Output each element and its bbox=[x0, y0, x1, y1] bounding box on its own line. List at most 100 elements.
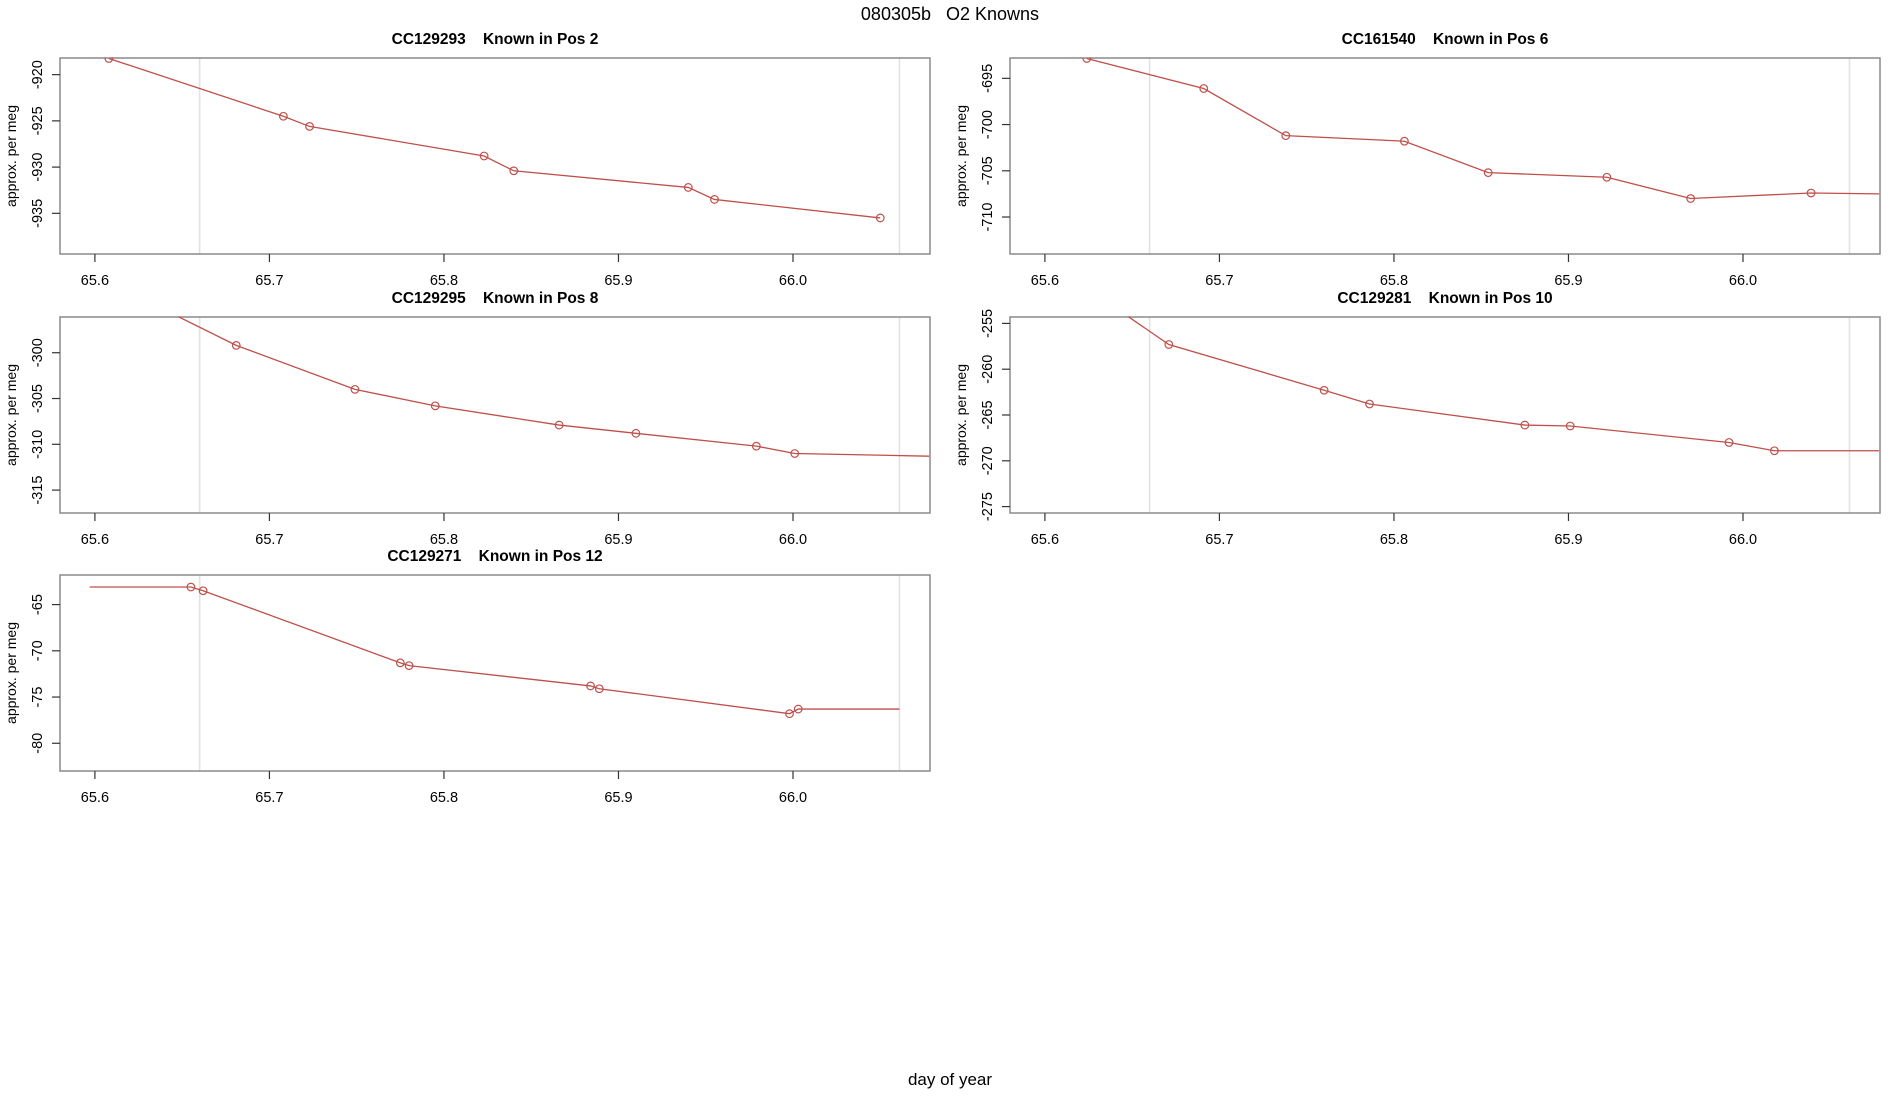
x-tick-label: 66.0 bbox=[1729, 273, 1757, 289]
data-point-marker bbox=[231, 340, 241, 350]
chart-panel-cc161540-pos6: CC161540 Known in Pos 6 65.6 65.7 65.8 65.9… bbox=[950, 25, 1900, 293]
y-tick-label: -705 bbox=[980, 156, 996, 185]
chart-panel-cc129281-pos10: CC129281 Known in Pos 10 65.6 65.7 65.8 65.… bbox=[950, 284, 1900, 552]
x-tick-label: 65.9 bbox=[604, 273, 632, 289]
plot-box bbox=[1009, 316, 1881, 514]
data-point-marker bbox=[793, 704, 803, 714]
y-tick-label: -80 bbox=[30, 733, 46, 754]
x-tick-label: 65.8 bbox=[1380, 273, 1408, 289]
x-tick-label: 65.8 bbox=[430, 273, 458, 289]
chart-title: CC161540 Known in Pos 6 bbox=[1341, 31, 1549, 48]
data-point-marker bbox=[404, 661, 414, 670]
data-point-marker bbox=[683, 183, 693, 192]
series-group bbox=[1082, 57, 1880, 203]
y-axis-label: approx. per meg bbox=[3, 105, 19, 207]
data-point-marker bbox=[751, 441, 761, 451]
data-point-marker bbox=[586, 681, 595, 691]
chart-canvas: 65.6 65.7 65.8 65.9 66.0 -80 -75 -70 -65 approx. … bbox=[3, 574, 931, 806]
x-tick-label: 65.7 bbox=[255, 532, 283, 548]
data-point-marker bbox=[790, 449, 800, 458]
data-line bbox=[1126, 316, 1880, 452]
x-tick-label: 66.0 bbox=[779, 532, 807, 548]
data-point-marker bbox=[479, 151, 489, 161]
chart-panel-cc129293-pos2: CC129293 Known in Pos 2 65.6 65.7 65.8 65.9… bbox=[0, 25, 950, 293]
x-tick-label: 65.9 bbox=[604, 532, 632, 548]
y-tick-label: -305 bbox=[30, 384, 46, 413]
plot-box bbox=[1009, 57, 1881, 255]
data-point-marker bbox=[186, 582, 196, 592]
data-point-marker bbox=[1319, 385, 1329, 395]
y-tick-label: -255 bbox=[980, 309, 996, 338]
x-tick-label: 65.9 bbox=[1554, 273, 1582, 289]
data-point-marker bbox=[1483, 168, 1493, 178]
chart-canvas: 65.6 65.7 65.8 65.9 66.0 -315 -310 -305 -300 appr… bbox=[3, 316, 931, 548]
y-axis-label: approx. per meg bbox=[953, 364, 969, 466]
chart-panel-cc129271-pos12: CC129271 Known in Pos 12 65.6 65.7 65.8 65.… bbox=[0, 542, 950, 810]
x-tick-label: 65.8 bbox=[430, 790, 458, 806]
figure-title: 080305b O2 Knowns bbox=[860, 4, 1040, 24]
data-point-marker bbox=[710, 195, 719, 204]
data-point-marker bbox=[278, 111, 288, 121]
chart-title: CC129293 Known in Pos 2 bbox=[391, 31, 599, 48]
plot-box bbox=[59, 574, 931, 772]
series-group bbox=[104, 57, 885, 223]
y-tick-label: -270 bbox=[980, 446, 996, 475]
data-point-marker bbox=[1400, 136, 1409, 146]
x-tick-label: 65.7 bbox=[1205, 273, 1233, 289]
data-line bbox=[89, 586, 900, 715]
x-tick-label: 65.8 bbox=[1380, 532, 1408, 548]
data-point-marker bbox=[1199, 84, 1209, 93]
chart-canvas: 65.6 65.7 65.8 65.9 66.0 -275 -270 -265 -260 -255… bbox=[953, 309, 1881, 548]
data-point-marker bbox=[1082, 57, 1092, 63]
y-tick-label: -65 bbox=[30, 594, 46, 615]
y-tick-label: -700 bbox=[980, 110, 996, 139]
x-tick-label: 65.7 bbox=[1205, 532, 1233, 548]
x-tick-label: 65.9 bbox=[604, 790, 632, 806]
chart-canvas: 65.6 65.7 65.8 65.9 66.0 -935 -930 -925 -920 appr… bbox=[3, 57, 931, 289]
data-point-marker bbox=[1164, 340, 1174, 349]
x-tick-label: 65.7 bbox=[255, 273, 283, 289]
x-tick-label: 65.6 bbox=[81, 273, 109, 289]
y-tick-label: -310 bbox=[30, 430, 46, 459]
y-tick-label: -920 bbox=[30, 60, 46, 89]
data-point-marker bbox=[1602, 172, 1612, 182]
data-point-marker bbox=[1686, 194, 1696, 203]
data-point-marker bbox=[198, 586, 208, 596]
data-line bbox=[176, 316, 930, 457]
y-axis-label: approx. per meg bbox=[3, 364, 19, 466]
data-point-marker bbox=[1281, 131, 1291, 141]
data-point-marker bbox=[1365, 399, 1374, 409]
y-tick-label: -70 bbox=[30, 640, 46, 661]
y-tick-label: -925 bbox=[30, 106, 46, 135]
x-tick-label: 65.6 bbox=[1031, 532, 1059, 548]
data-point-marker bbox=[350, 384, 360, 394]
chart-title: CC129295 Known in Pos 8 bbox=[391, 290, 599, 307]
series-group bbox=[89, 582, 900, 719]
y-tick-label: -695 bbox=[980, 64, 996, 93]
data-point-marker bbox=[875, 213, 885, 223]
plot-box bbox=[59, 316, 931, 514]
data-point-marker bbox=[1770, 446, 1779, 456]
x-tick-label: 65.7 bbox=[255, 790, 283, 806]
data-point-marker bbox=[104, 57, 114, 63]
y-tick-label: -265 bbox=[980, 400, 996, 429]
data-point-marker bbox=[509, 166, 519, 176]
y-tick-label: -260 bbox=[980, 355, 996, 384]
y-tick-label: -315 bbox=[30, 476, 46, 505]
x-tick-label: 65.6 bbox=[81, 532, 109, 548]
data-line bbox=[108, 57, 881, 219]
data-point-marker bbox=[1724, 438, 1734, 447]
data-point-marker bbox=[785, 709, 794, 719]
data-point-marker bbox=[430, 401, 440, 411]
series-group bbox=[1126, 316, 1880, 456]
chart-title: CC129271 Known in Pos 12 bbox=[387, 548, 603, 565]
y-tick-label: -275 bbox=[980, 492, 996, 521]
plot-box bbox=[59, 57, 931, 255]
series-group bbox=[176, 316, 930, 458]
y-tick-label: -935 bbox=[30, 199, 46, 228]
chart-canvas: 65.6 65.7 65.8 65.9 66.0 -710 -705 -700 -695 appr… bbox=[953, 57, 1881, 289]
x-tick-label: 65.6 bbox=[1031, 273, 1059, 289]
x-tick-label: 65.9 bbox=[1554, 532, 1582, 548]
y-tick-label: -930 bbox=[30, 153, 46, 182]
